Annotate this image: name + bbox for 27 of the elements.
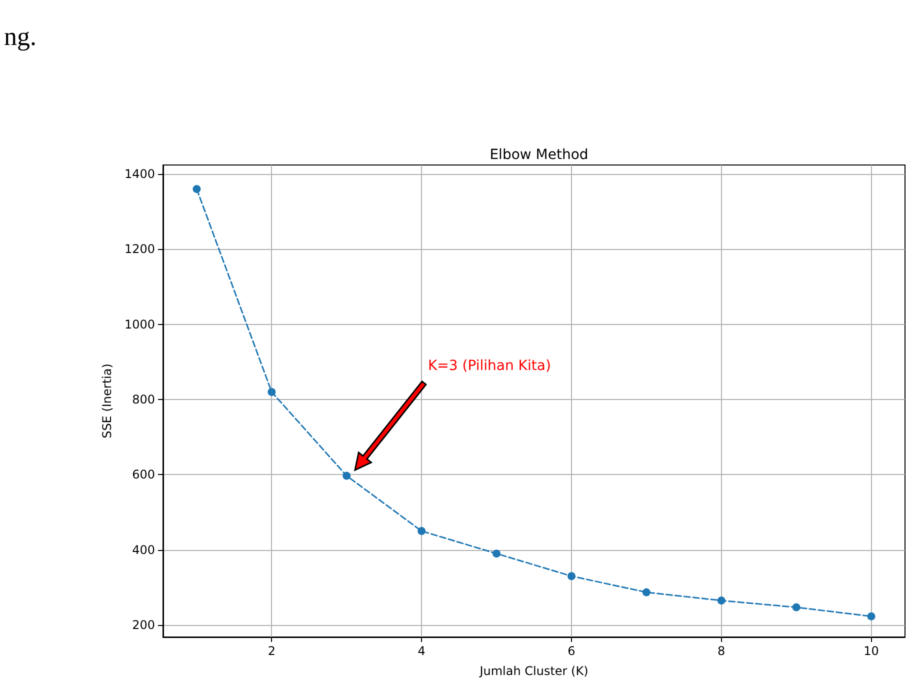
point [192, 185, 201, 194]
y-axis-title: SSE (Inertia) [100, 364, 114, 438]
y-tick-label: 800 [132, 392, 155, 406]
point [867, 612, 876, 620]
chart-title: Elbow Method [490, 147, 588, 163]
y-tick-label: 600 [132, 468, 155, 482]
y-tick-label: 1000 [124, 317, 155, 332]
text: ng. [4, 22, 36, 52]
point [717, 596, 726, 605]
point [418, 527, 426, 536]
point [567, 572, 576, 580]
x-tick-label: 6 [568, 644, 576, 658]
point [492, 550, 501, 558]
point [642, 588, 650, 596]
x-tick-label: 2 [268, 644, 276, 658]
point [268, 388, 276, 396]
point [342, 472, 351, 480]
point [792, 603, 800, 612]
y-tick-label: 400 [132, 542, 155, 557]
y-tick-label: 200 [132, 618, 155, 632]
x-axis-title: Jumlah Cluster (K) [478, 664, 588, 678]
x-tick-label: 8 [718, 644, 726, 658]
x-tick-label: 4 [418, 644, 426, 658]
y-tick-label: 1400 [124, 167, 155, 182]
x-tick-label: 10 [864, 644, 879, 658]
y-tick-label: 1200 [124, 242, 155, 256]
annotation: K=3 (Pilihan Kita) [428, 358, 551, 374]
